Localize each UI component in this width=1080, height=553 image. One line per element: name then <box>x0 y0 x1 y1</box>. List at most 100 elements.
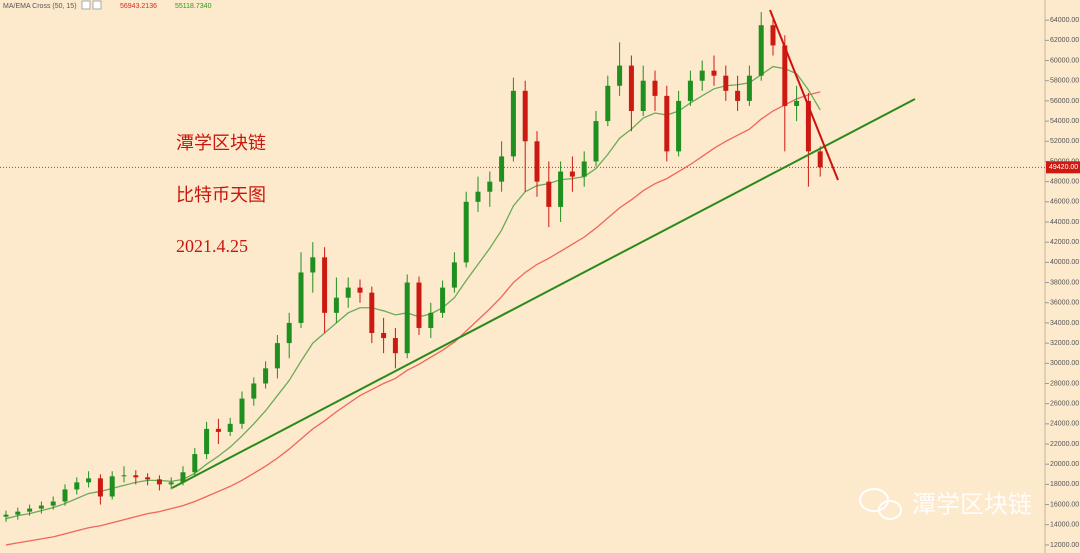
candle-body <box>109 476 115 497</box>
candle-body <box>628 65 634 112</box>
candle-body <box>333 297 339 313</box>
candle-body <box>404 282 410 354</box>
moving-average-line <box>5 65 821 520</box>
candle-body <box>239 398 245 424</box>
price-label: 49420.00 <box>1049 164 1078 171</box>
y-tick-label: 26000.00 <box>1050 400 1079 407</box>
candle-body <box>192 454 198 473</box>
y-tick-label: 48000.00 <box>1050 178 1079 185</box>
y-tick-label: 30000.00 <box>1050 360 1079 367</box>
candle-body <box>581 161 587 177</box>
header: MA/EMA Cross (50, 15) 56943.2136 55118.7… <box>3 0 212 10</box>
candle-body <box>499 156 505 182</box>
candle-body <box>711 70 717 76</box>
y-tick-label: 34000.00 <box>1050 320 1079 327</box>
candle-body <box>640 80 646 112</box>
candle-body <box>428 312 434 328</box>
candle-body <box>770 25 776 46</box>
candle-body <box>440 287 446 313</box>
indicator-name: MA/EMA Cross (50, 15) <box>3 3 77 10</box>
candle-body <box>156 479 162 485</box>
candle-body <box>817 151 823 168</box>
candle-body <box>805 100 811 152</box>
y-tick-label: 36000.00 <box>1050 300 1079 307</box>
candle-body <box>699 70 705 81</box>
y-tick-label: 24000.00 <box>1050 421 1079 428</box>
candle-body <box>558 171 564 207</box>
candle-body <box>392 338 398 354</box>
candle-body <box>15 511 21 515</box>
y-tick-label: 60000.00 <box>1050 57 1079 64</box>
y-tick-label: 42000.00 <box>1050 239 1079 246</box>
candle-body <box>451 262 457 288</box>
candle-body <box>652 80 658 96</box>
y-tick-label: 58000.00 <box>1050 78 1079 85</box>
close-icon[interactable] <box>92 0 102 10</box>
candle-body <box>676 100 682 152</box>
watermark: 潭学区块链 <box>859 488 1032 520</box>
candle-body <box>605 85 611 122</box>
indicator-value: 55118.7340 <box>175 3 212 10</box>
resistance-trendline <box>769 9 839 181</box>
candle-body <box>274 343 280 369</box>
y-tick-label: 44000.00 <box>1050 219 1079 226</box>
y-tick-label: 12000.00 <box>1050 542 1079 549</box>
candle-body <box>97 478 103 497</box>
y-tick-label: 16000.00 <box>1050 501 1079 508</box>
candle-body <box>522 90 528 142</box>
candle-body <box>310 257 316 273</box>
y-tick-label: 62000.00 <box>1050 37 1079 44</box>
candle-body <box>569 171 575 177</box>
y-tick-label: 64000.00 <box>1050 17 1079 24</box>
support-trendline <box>171 98 916 489</box>
y-tick-label: 18000.00 <box>1050 481 1079 488</box>
settings-icon[interactable] <box>81 0 91 10</box>
y-tick-label: 40000.00 <box>1050 259 1079 266</box>
candle-body <box>215 428 221 432</box>
y-tick-label: 28000.00 <box>1050 380 1079 387</box>
candle-body <box>369 292 375 334</box>
candle-body <box>251 383 257 399</box>
y-tick-label: 38000.00 <box>1050 279 1079 286</box>
candle-body <box>617 65 623 86</box>
candle-body <box>723 75 729 91</box>
candle-body <box>86 478 92 483</box>
y-tick-label: 20000.00 <box>1050 461 1079 468</box>
candle-body <box>180 472 186 483</box>
y-tick-label: 54000.00 <box>1050 118 1079 125</box>
y-tick-label: 46000.00 <box>1050 199 1079 206</box>
candle-body <box>50 501 56 506</box>
indicator-value: 56943.2136 <box>120 3 157 10</box>
annotation: 比特币天图 <box>176 185 266 205</box>
candle-body <box>782 45 788 106</box>
candle-body <box>357 287 363 293</box>
y-tick-label: 32000.00 <box>1050 340 1079 347</box>
candle-body <box>475 191 481 202</box>
candle-body <box>145 477 151 480</box>
candle-body <box>758 25 764 76</box>
candle-body <box>204 428 210 455</box>
wechat-icon <box>859 488 889 512</box>
candle-body <box>74 482 80 490</box>
candle-body <box>664 95 670 152</box>
candle-body <box>3 514 9 517</box>
candle-body <box>286 322 292 344</box>
candle-body <box>298 272 304 323</box>
candle-body <box>133 475 139 478</box>
candle-body <box>322 257 328 313</box>
annotation: 潭学区块链 <box>176 133 266 153</box>
y-tick-label: 14000.00 <box>1050 522 1079 529</box>
candle-body <box>121 475 127 477</box>
candle-body <box>416 282 422 328</box>
candle-body <box>227 423 233 432</box>
candle-body <box>487 181 493 192</box>
candle-body <box>62 489 68 502</box>
candle-body <box>27 508 33 512</box>
candle-body <box>381 333 387 339</box>
candle-body <box>746 75 752 101</box>
price-label-box <box>1046 161 1080 174</box>
moving-average-line <box>5 91 821 546</box>
candle-body <box>794 100 800 106</box>
candle-body <box>510 90 516 157</box>
y-tick-label: 56000.00 <box>1050 98 1079 105</box>
